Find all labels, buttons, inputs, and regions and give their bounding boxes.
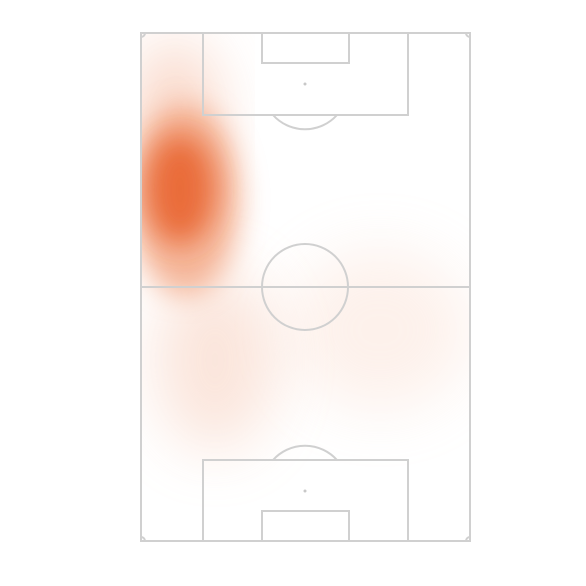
pitch-lines: [140, 32, 471, 542]
corner-arc: [465, 32, 471, 38]
corner-arc: [140, 32, 146, 38]
penalty-spot: [303, 82, 307, 86]
corner-arc: [465, 536, 471, 542]
penalty-spot: [303, 489, 307, 493]
center-circle: [261, 243, 349, 331]
goal-area: [261, 510, 350, 542]
penalty-arc: [272, 114, 338, 131]
penalty-arc: [272, 444, 338, 461]
heat-zone: [155, 270, 275, 450]
corner-arc: [140, 536, 146, 542]
heat-zone: [290, 250, 470, 410]
heat-core: [145, 135, 215, 245]
heat-layer: [141, 40, 470, 450]
goal-area: [261, 32, 350, 64]
